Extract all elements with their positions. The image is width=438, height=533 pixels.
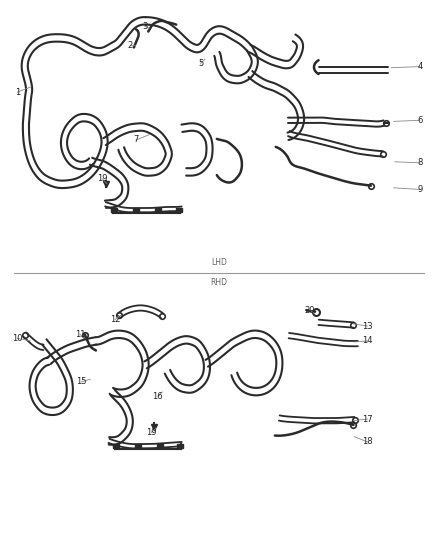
Text: 9: 9 — [417, 185, 423, 194]
Text: 11: 11 — [75, 330, 85, 339]
Bar — [177, 443, 183, 448]
Text: 8: 8 — [417, 158, 423, 167]
Bar — [135, 443, 141, 448]
Bar — [113, 443, 120, 448]
Text: 3: 3 — [142, 22, 148, 31]
Bar — [176, 208, 182, 212]
Text: 1: 1 — [14, 87, 20, 96]
Text: 20: 20 — [304, 305, 315, 314]
Text: 18: 18 — [362, 438, 373, 447]
Text: 16: 16 — [152, 392, 163, 401]
Text: 5: 5 — [198, 59, 203, 68]
Text: 7: 7 — [133, 135, 139, 144]
Text: 12: 12 — [110, 315, 120, 324]
Text: 15: 15 — [76, 377, 87, 386]
Text: 4: 4 — [417, 62, 423, 71]
Bar — [157, 443, 163, 448]
Text: LHD: LHD — [211, 258, 227, 267]
Text: RHD: RHD — [211, 278, 227, 287]
Bar — [155, 208, 161, 212]
Text: 14: 14 — [362, 336, 373, 345]
Text: 19: 19 — [97, 174, 108, 183]
Bar — [111, 208, 117, 212]
Text: 6: 6 — [417, 116, 423, 125]
Bar — [133, 208, 139, 212]
Text: 17: 17 — [362, 415, 373, 424]
Text: 13: 13 — [362, 321, 373, 330]
Text: 10: 10 — [12, 334, 22, 343]
Text: 2: 2 — [128, 41, 133, 50]
Text: 19: 19 — [146, 428, 156, 437]
